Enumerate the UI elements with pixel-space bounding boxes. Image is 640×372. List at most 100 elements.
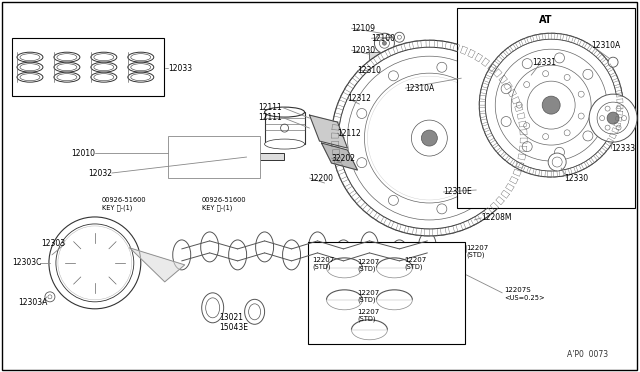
Circle shape <box>371 80 487 196</box>
Circle shape <box>437 62 447 72</box>
Text: (STD): (STD) <box>358 296 376 303</box>
Circle shape <box>479 87 490 97</box>
Polygon shape <box>554 171 557 177</box>
Ellipse shape <box>57 74 77 81</box>
Circle shape <box>421 130 437 146</box>
Polygon shape <box>404 42 410 50</box>
Circle shape <box>87 255 103 271</box>
Ellipse shape <box>360 232 378 262</box>
Ellipse shape <box>17 52 43 62</box>
Polygon shape <box>616 93 623 97</box>
Polygon shape <box>479 95 486 99</box>
Circle shape <box>65 233 125 293</box>
Polygon shape <box>512 160 518 167</box>
Text: 12207: 12207 <box>312 257 335 263</box>
Polygon shape <box>576 165 582 172</box>
Polygon shape <box>559 170 564 176</box>
Polygon shape <box>611 75 618 80</box>
Polygon shape <box>488 63 496 72</box>
Polygon shape <box>332 133 339 138</box>
Bar <box>369 52 392 61</box>
Polygon shape <box>479 108 486 111</box>
Text: AT: AT <box>539 15 553 25</box>
Circle shape <box>75 243 115 283</box>
Circle shape <box>524 81 530 87</box>
Polygon shape <box>399 224 406 232</box>
Polygon shape <box>480 113 486 118</box>
Polygon shape <box>551 33 555 39</box>
Polygon shape <box>340 92 349 100</box>
Circle shape <box>605 125 610 130</box>
Ellipse shape <box>201 232 219 262</box>
Circle shape <box>437 204 447 214</box>
Polygon shape <box>581 162 587 169</box>
Polygon shape <box>355 71 363 80</box>
Polygon shape <box>512 97 520 104</box>
Circle shape <box>543 71 548 77</box>
Polygon shape <box>579 40 585 47</box>
Polygon shape <box>407 227 413 234</box>
Circle shape <box>554 53 564 63</box>
Ellipse shape <box>228 240 246 270</box>
Polygon shape <box>608 69 615 75</box>
Polygon shape <box>470 217 478 225</box>
Polygon shape <box>521 38 527 45</box>
Polygon shape <box>486 71 493 77</box>
Polygon shape <box>605 64 612 70</box>
Text: 12310: 12310 <box>358 66 381 75</box>
Circle shape <box>600 116 605 121</box>
Ellipse shape <box>390 240 408 270</box>
Circle shape <box>388 71 398 81</box>
Ellipse shape <box>20 54 40 61</box>
Polygon shape <box>463 221 470 229</box>
Circle shape <box>56 224 134 302</box>
Text: 12109: 12109 <box>351 24 376 33</box>
Polygon shape <box>333 157 342 163</box>
Polygon shape <box>492 61 499 67</box>
Polygon shape <box>517 113 525 119</box>
Polygon shape <box>500 52 507 58</box>
Ellipse shape <box>131 54 151 61</box>
Polygon shape <box>356 199 365 207</box>
Polygon shape <box>602 59 609 65</box>
Circle shape <box>376 84 483 192</box>
Polygon shape <box>527 36 532 43</box>
Circle shape <box>357 158 367 168</box>
Polygon shape <box>363 205 371 213</box>
Bar <box>168 136 260 178</box>
Circle shape <box>607 112 619 124</box>
Polygon shape <box>493 69 502 77</box>
Ellipse shape <box>57 54 77 61</box>
Polygon shape <box>487 135 494 141</box>
Circle shape <box>501 116 511 126</box>
Polygon shape <box>383 218 391 227</box>
Polygon shape <box>477 212 486 221</box>
Text: 12333: 12333 <box>611 144 636 153</box>
Polygon shape <box>475 53 483 62</box>
Circle shape <box>383 92 476 184</box>
Text: <US=0.25>: <US=0.25> <box>504 295 545 301</box>
Polygon shape <box>509 176 518 184</box>
Polygon shape <box>369 210 377 218</box>
Polygon shape <box>532 35 538 41</box>
Polygon shape <box>570 167 576 174</box>
Polygon shape <box>460 46 468 54</box>
Polygon shape <box>333 116 341 122</box>
Circle shape <box>548 153 566 171</box>
Text: (STD): (STD) <box>312 264 331 270</box>
Ellipse shape <box>308 232 326 262</box>
Circle shape <box>58 226 132 300</box>
Ellipse shape <box>248 304 260 320</box>
Polygon shape <box>437 41 443 48</box>
Polygon shape <box>589 46 595 53</box>
Text: 00926-51600: 00926-51600 <box>202 197 246 203</box>
Polygon shape <box>332 125 339 130</box>
Polygon shape <box>508 89 516 97</box>
Polygon shape <box>516 161 524 168</box>
Circle shape <box>554 147 564 157</box>
Bar <box>264 112 305 144</box>
Polygon shape <box>502 153 509 160</box>
Polygon shape <box>429 40 435 47</box>
Circle shape <box>522 59 532 68</box>
Bar <box>308 242 465 344</box>
